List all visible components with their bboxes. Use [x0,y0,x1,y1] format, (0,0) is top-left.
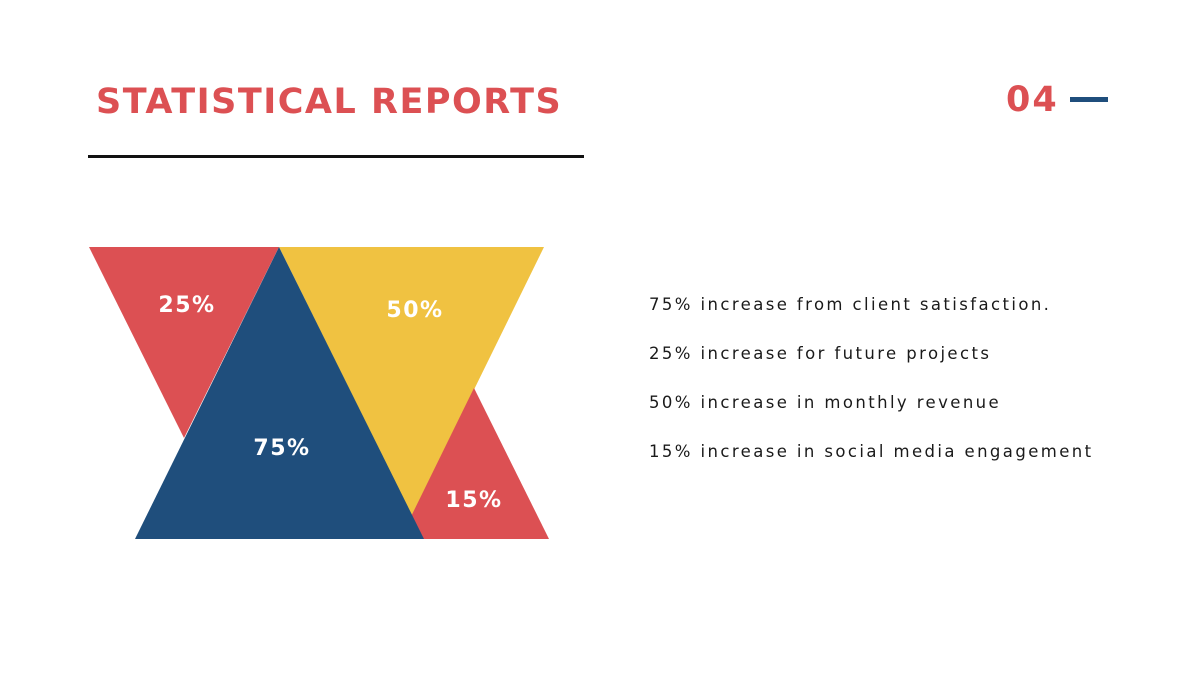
label-25-percent: 25% [158,293,215,318]
triangle-red-upright [400,388,549,539]
label-50-percent: 50% [386,298,443,323]
label-15-percent: 15% [445,488,502,513]
page-number: 04 [1006,80,1059,120]
stat-item-client-satisfaction: 75% increase from client satisfaction. [649,295,1052,314]
slide-title: STATISTICAL REPORTS [96,82,563,122]
stats-list: 75% increase from client satisfaction. 2… [649,288,1094,484]
triangle-red-inverted [89,247,279,438]
page-number-dash [1070,97,1108,102]
triangle-yellow-inverted [279,247,544,516]
stat-item-monthly-revenue: 50% increase in monthly revenue [649,393,1002,412]
stat-item-future-projects: 25% increase for future projects [649,344,992,363]
triangle-blue-upright [135,247,424,539]
label-75-percent: 75% [253,436,310,461]
title-underline [88,155,584,158]
stat-item-social-engagement: 15% increase in social media engagement [649,442,1094,461]
